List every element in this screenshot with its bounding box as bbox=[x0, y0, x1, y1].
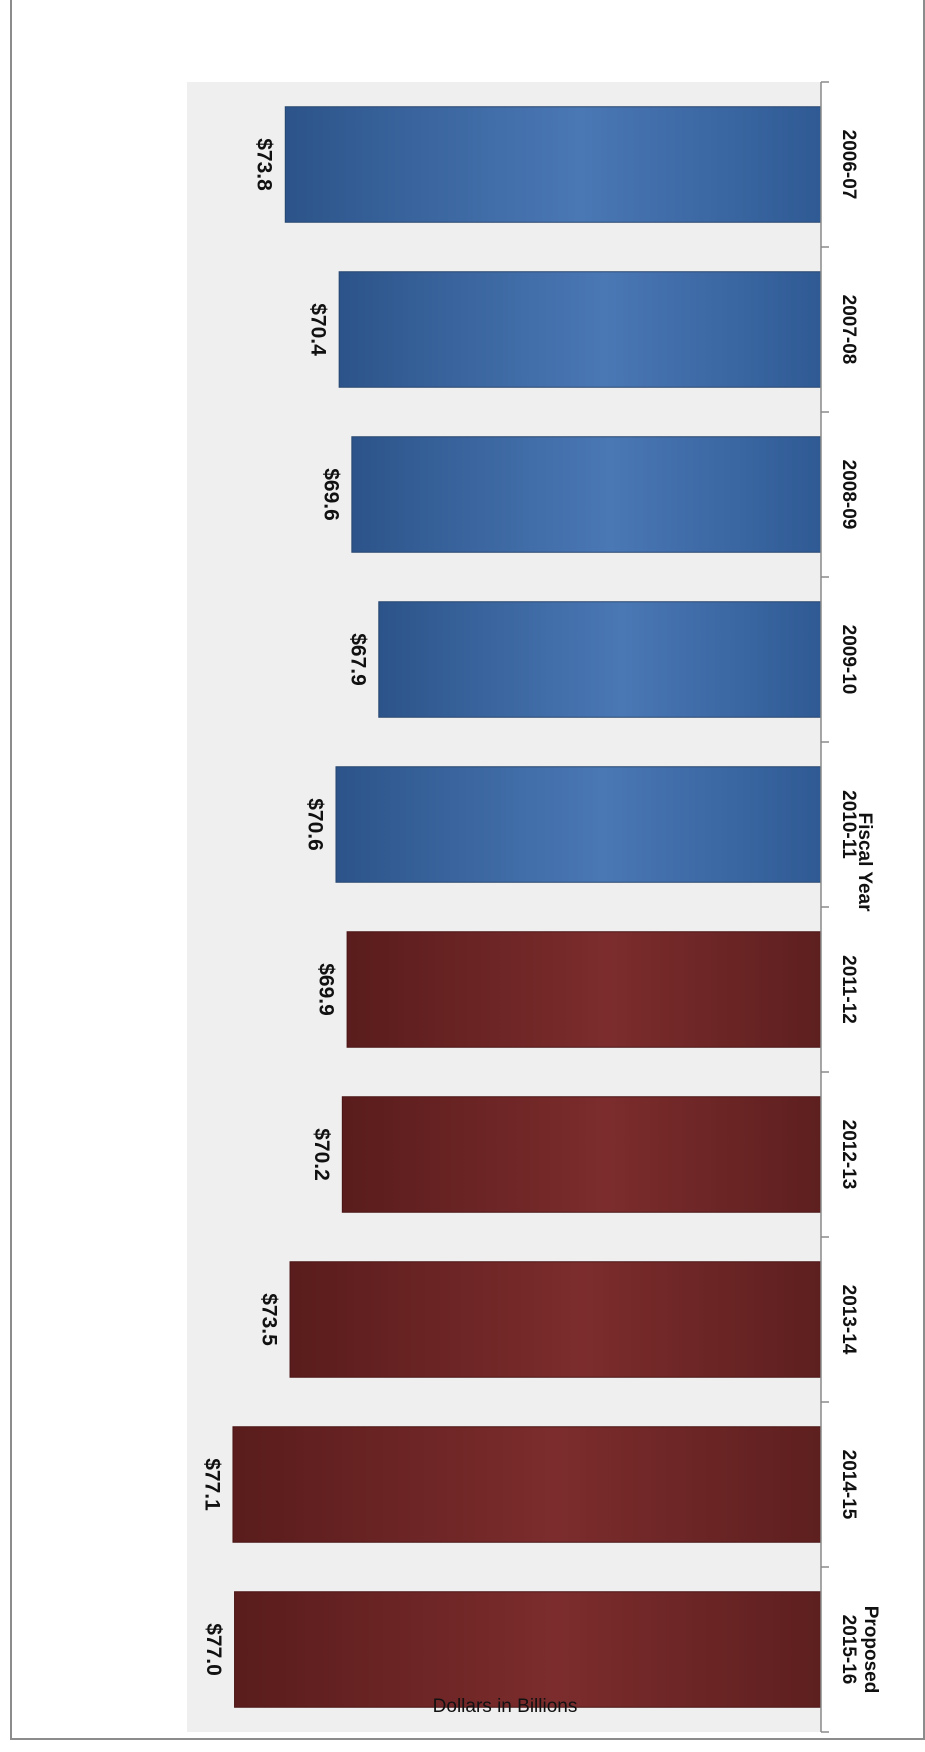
x-tick-label-2009-10: 2009-10 bbox=[838, 625, 859, 695]
y-axis-title: Dollars in Billions bbox=[433, 1696, 578, 1717]
data-label-2013-14: $73.5 bbox=[257, 1293, 280, 1346]
bar-2013-14 bbox=[289, 1261, 822, 1378]
data-label-2011-12: $69.9 bbox=[315, 963, 338, 1016]
data-label-2007-08: $70.4 bbox=[307, 303, 330, 356]
bar-2011-12 bbox=[346, 931, 822, 1048]
bar-2009-10 bbox=[378, 601, 822, 718]
bar-chart: $73.8 $70.4 $69.6 $67.9 $70.6 $69.9 $70.2 $73.5… bbox=[187, 81, 881, 1733]
bar-2010-11 bbox=[335, 766, 822, 883]
bar-2007-08 bbox=[338, 271, 822, 388]
data-label-2012-13: $70.2 bbox=[310, 1128, 333, 1181]
data-label-2009-10: $67.9 bbox=[346, 633, 369, 686]
x-tick-label-2006-07: 2006-07 bbox=[838, 130, 859, 200]
bar-2006-07 bbox=[284, 106, 822, 223]
x-tick-label-2010-11: 2010-11 bbox=[838, 790, 859, 859]
chart-frame: $73.8 $70.4 $69.6 $67.9 $70.6 $69.9 $70.2 $73.5… bbox=[10, 0, 925, 1740]
data-label-2010-11: $70.6 bbox=[303, 798, 326, 851]
bar-2012-13 bbox=[341, 1096, 822, 1213]
x-tick-label-2015-16: 2015-16Proposed bbox=[838, 1606, 881, 1694]
x-tick-label-2012-13: 2012-13 bbox=[838, 1120, 859, 1190]
bar-2008-09 bbox=[351, 436, 822, 553]
x-tick-label-2008-09: 2008-09 bbox=[838, 460, 859, 530]
data-label-2015-16: $77.0 bbox=[202, 1623, 225, 1676]
x-tick-label-2007-08: 2007-08 bbox=[838, 295, 859, 365]
data-label-2014-15: $77.1 bbox=[200, 1458, 223, 1511]
x-tick-label-2011-12: 2011-12 bbox=[838, 955, 859, 1024]
data-label-2008-09: $69.6 bbox=[319, 468, 342, 521]
x-tick-label-2014-15: 2014-15 bbox=[838, 1450, 859, 1520]
data-label-2006-07: $73.8 bbox=[253, 138, 276, 191]
x-tick-label-2013-14: 2013-14 bbox=[838, 1285, 859, 1355]
x-axis-title: Fiscal Year bbox=[854, 813, 875, 913]
bar-2015-16 bbox=[234, 1591, 822, 1708]
bar-2014-15 bbox=[232, 1426, 822, 1543]
